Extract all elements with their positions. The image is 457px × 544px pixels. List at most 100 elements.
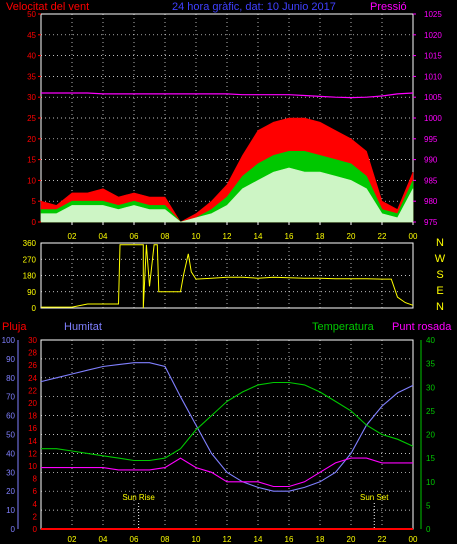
- climate-x-tick-label: 00: [409, 535, 418, 544]
- wind-x-tick-label: 10: [192, 232, 201, 241]
- temperature-tick-label: 30: [426, 383, 435, 392]
- climate-x-tick-label: 10: [192, 535, 201, 544]
- humidity-tick-label: 40: [6, 449, 15, 458]
- climate-x-tick-label: 14: [254, 535, 263, 544]
- rain-tick-label: 6: [33, 487, 38, 496]
- wind-speed-area: [40, 167, 414, 223]
- direction-panel-grid: [41, 243, 413, 308]
- rain-tick-label: 14: [28, 437, 37, 446]
- pressure-line: [41, 92, 414, 99]
- graph-title: 24 hora gràfic, dat: 10 Junio 2017: [172, 1, 336, 13]
- humidity-tick-label: 60: [6, 412, 15, 421]
- temperature-title: Temperatura: [312, 321, 375, 333]
- wind-x-tick-label: 20: [347, 232, 356, 241]
- direction-line: [41, 244, 414, 309]
- pressure-tick-label: 975: [424, 218, 438, 227]
- rain-tick-label: 22: [28, 386, 37, 395]
- direction-axis: 0 90 180 270 360: [23, 239, 37, 313]
- rain-tick-label: 0: [33, 525, 38, 534]
- humidity-tick-label: 90: [6, 355, 15, 364]
- wind-x-tick-label: 06: [130, 232, 139, 241]
- wind-speed-tick-label: 15: [27, 156, 36, 165]
- humidity-tick-label: 0: [11, 525, 16, 534]
- rain-tick-label: 8: [33, 475, 38, 484]
- rain-tick-label: 10: [28, 462, 37, 471]
- rain-tick-label: 2: [33, 512, 38, 521]
- wind-x-tick-label: 22: [378, 232, 387, 241]
- sunrise-label: Sun Rise: [122, 493, 155, 502]
- humidity-tick-label: 10: [6, 506, 15, 515]
- temperature-tick-label: 10: [426, 478, 435, 487]
- pressure-axis: 975 980 985 990 995 1000 1005 1010 1015 1020 1025: [413, 10, 442, 227]
- humidity-tick-label: 70: [6, 393, 15, 402]
- temperature-tick-label: 20: [426, 431, 435, 440]
- climate-panel-x-axis: 02 04 06 08 10 12 14 16 18 20 22 00: [68, 535, 418, 544]
- compass-label: N: [436, 301, 444, 313]
- wind-speed-tick-label: 35: [27, 72, 36, 81]
- rain-tick-label: 28: [28, 349, 37, 358]
- direction-tick-label: 180: [23, 272, 37, 281]
- sun-markers: Sun Rise Sun Set: [122, 493, 389, 529]
- climate-panel-series: [40, 362, 414, 530]
- dewpoint-line: [41, 457, 413, 488]
- wind-x-tick-label: 14: [254, 232, 263, 241]
- pressure-tick-label: 985: [424, 176, 438, 185]
- wind-speed-title: Velocitat del vent: [6, 1, 89, 13]
- wind-speed-axis: 0 5 10 15 20 25 30 35 40 45 50: [27, 10, 41, 227]
- climate-x-tick-label: 06: [130, 535, 139, 544]
- direction-tick-label: 0: [32, 304, 37, 313]
- wind-panel-series: [40, 92, 414, 223]
- wind-x-tick-label: 16: [285, 232, 294, 241]
- pressure-tick-label: 1005: [424, 93, 442, 102]
- compass-label: E: [436, 285, 443, 297]
- humidity-tick-label: 20: [6, 487, 15, 496]
- wind-speed-tick-label: 25: [27, 114, 36, 123]
- wind-speed-tick-label: 20: [27, 135, 36, 144]
- wind-x-tick-label: 04: [99, 232, 108, 241]
- temperature-axis: 0 5 10 15 20 25 30 35 40: [420, 336, 435, 534]
- humidity-title: Humitat: [64, 321, 102, 333]
- pressure-tick-label: 995: [424, 135, 438, 144]
- wind-speed-tick-label: 10: [27, 176, 36, 185]
- rain-tick-label: 20: [28, 399, 37, 408]
- direction-panel-series: [41, 244, 414, 309]
- humidity-tick-label: 30: [6, 468, 15, 477]
- climate-x-tick-label: 20: [347, 535, 356, 544]
- temperature-tick-label: 15: [426, 454, 435, 463]
- wind-x-tick-label: 08: [161, 232, 170, 241]
- temperature-tick-label: 40: [426, 336, 435, 345]
- wind-panel-x-axis: 02 04 06 08 10 12 14 16 18 20 22 00: [68, 222, 418, 241]
- direction-tick-label: 360: [23, 239, 37, 248]
- pressure-title: Pressió: [370, 1, 407, 13]
- humidity-line: [40, 362, 414, 492]
- climate-x-tick-label: 18: [316, 535, 325, 544]
- direction-tick-label: 270: [23, 255, 37, 264]
- sunset-label: Sun Set: [360, 493, 389, 502]
- rain-tick-label: 30: [28, 336, 37, 345]
- pressure-tick-label: 1010: [424, 72, 442, 81]
- climate-x-tick-label: 08: [161, 535, 170, 544]
- wind-speed-tick-label: 30: [27, 93, 36, 102]
- pressure-tick-label: 1000: [424, 114, 442, 123]
- climate-x-tick-label: 02: [68, 535, 77, 544]
- rain-tick-label: 24: [28, 374, 37, 383]
- wind-x-tick-label: 02: [68, 232, 77, 241]
- temperature-tick-label: 35: [426, 360, 435, 369]
- wind-speed-tick-label: 50: [27, 10, 36, 19]
- pressure-tick-label: 980: [424, 197, 438, 206]
- temperature-tick-label: 5: [426, 501, 431, 510]
- rain-tick-label: 12: [28, 449, 37, 458]
- temperature-tick-label: 25: [426, 407, 435, 416]
- pressure-tick-label: 1020: [424, 31, 442, 40]
- rain-tick-label: 4: [33, 500, 38, 509]
- climate-x-tick-label: 12: [223, 535, 232, 544]
- compass-label: W: [435, 253, 446, 265]
- direction-tick-label: 90: [27, 288, 36, 297]
- wind-speed-tick-label: 0: [32, 218, 37, 227]
- temperature-line: [41, 381, 414, 462]
- climate-x-tick-label: 04: [99, 535, 108, 544]
- humidity-tick-label: 100: [2, 336, 16, 345]
